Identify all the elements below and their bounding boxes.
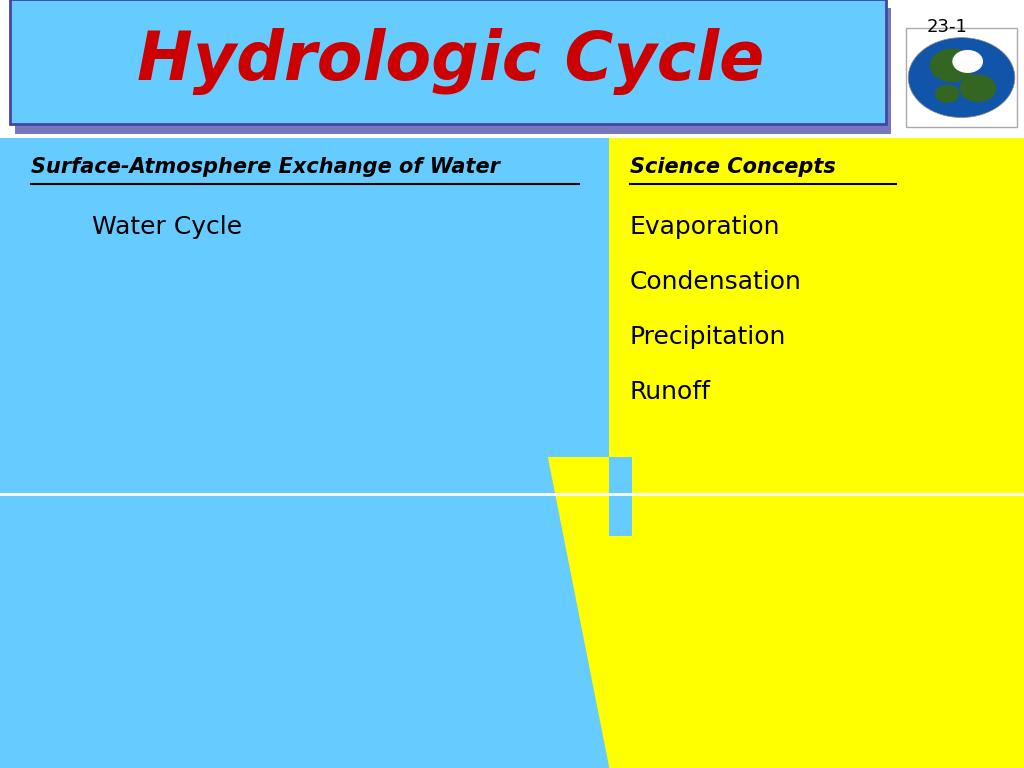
Bar — [906, 28, 1017, 127]
Bar — [609, 138, 1024, 768]
Bar — [609, 494, 632, 536]
Text: Condensation: Condensation — [630, 270, 802, 294]
Text: Water Cycle: Water Cycle — [92, 214, 243, 239]
Text: Science Concepts: Science Concepts — [630, 157, 836, 177]
Bar — [10, 0, 886, 124]
Text: Precipitation: Precipitation — [630, 325, 786, 349]
Circle shape — [935, 84, 959, 103]
Polygon shape — [548, 457, 609, 494]
Bar — [15, 8, 891, 134]
Text: Surface-Atmosphere Exchange of Water: Surface-Atmosphere Exchange of Water — [31, 157, 500, 177]
Bar — [609, 457, 632, 521]
Text: 23-1: 23-1 — [927, 18, 968, 36]
Circle shape — [959, 74, 996, 102]
Polygon shape — [548, 457, 609, 768]
Circle shape — [952, 50, 983, 73]
Text: Hydrologic Cycle: Hydrologic Cycle — [137, 28, 764, 95]
Circle shape — [908, 38, 1015, 118]
Circle shape — [930, 48, 975, 82]
Text: Runoff: Runoff — [630, 380, 711, 405]
Text: Evaporation: Evaporation — [630, 214, 780, 239]
Bar — [0, 138, 1024, 768]
